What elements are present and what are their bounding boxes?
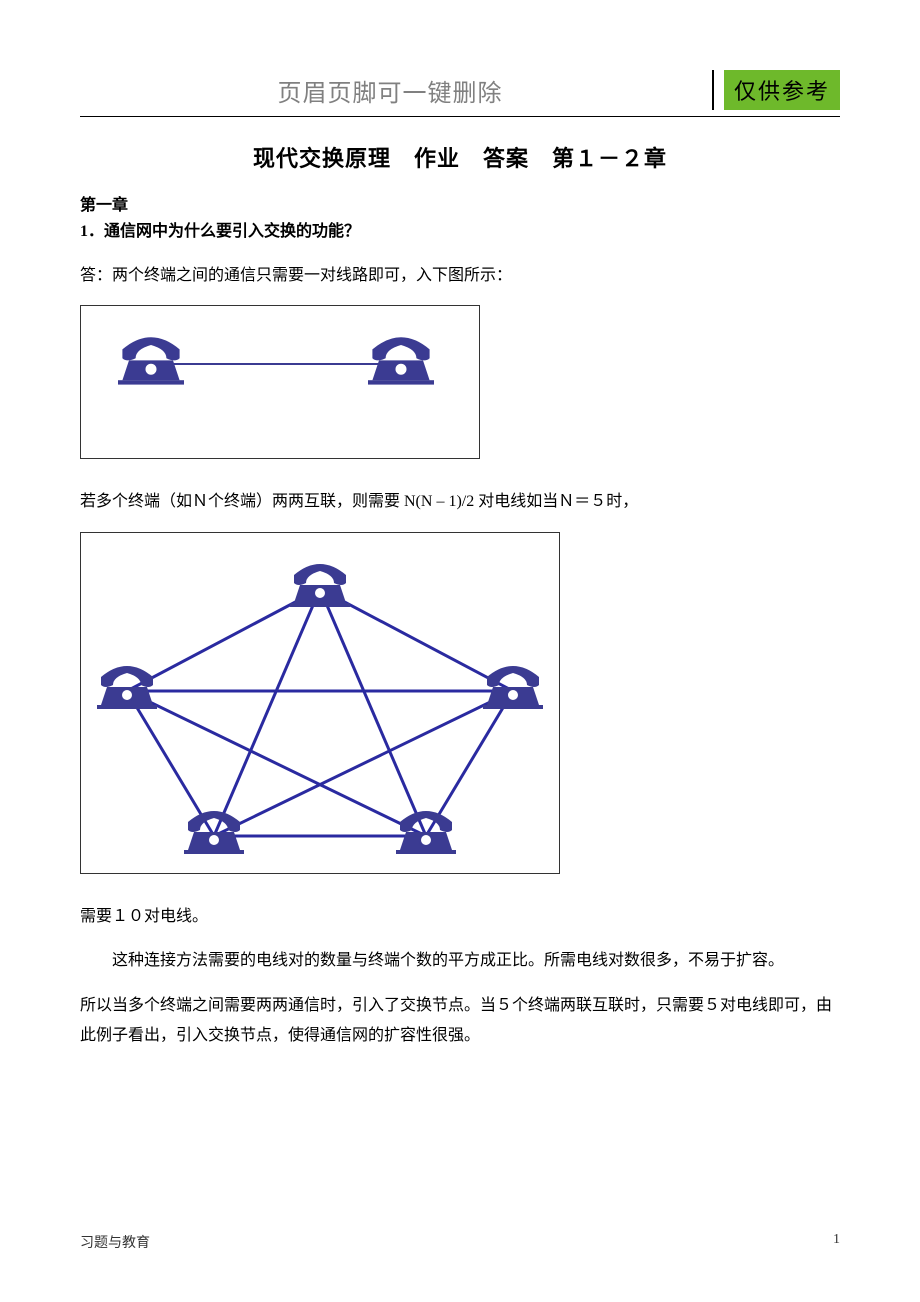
answer-line-4: 这种连接方法需要的电线对的数量与终端个数的平方成正比。所需电线对数很多，不易于扩… — [80, 946, 840, 976]
figure-two-phones — [80, 305, 480, 459]
mesh-edge — [214, 589, 320, 836]
vertical-separator — [712, 70, 714, 110]
chapter-heading: 第一章 — [80, 191, 840, 215]
phone-icon — [118, 338, 184, 385]
footer-page-number: 1 — [833, 1232, 840, 1252]
phone-icon — [97, 666, 157, 709]
mesh-edge — [320, 589, 426, 836]
header-rule — [80, 116, 840, 117]
phone-icon — [184, 811, 244, 854]
reference-only-badge: 仅供参考 — [724, 70, 840, 110]
answer-line-3: 需要１０对电线。 — [80, 902, 840, 932]
header-badge-wrap: 仅供参考 — [712, 70, 840, 110]
header-center-text: 页眉页脚可一键删除 — [80, 73, 700, 108]
phone-icon — [396, 811, 456, 854]
page-header: 页眉页脚可一键删除 仅供参考 — [80, 70, 840, 110]
answer-line-5: 所以当多个终端之间需要两两通信时，引入了交换节点。当５个终端两联互联时，只需要５… — [80, 991, 840, 1052]
page-footer: 习题与教育 1 — [80, 1232, 840, 1252]
document-title: 现代交换原理 作业 答案 第１－２章 — [80, 141, 840, 173]
answer-line-1: 答：两个终端之间的通信只需要一对线路即可，入下图所示： — [80, 261, 840, 291]
footer-left: 习题与教育 — [80, 1232, 150, 1252]
question-1: 1．通信网中为什么要引入交换的功能？ — [80, 217, 840, 241]
figure-mesh-network — [80, 532, 560, 874]
answer-line-2: 若多个终端（如Ｎ个终端）两两互联，则需要 N(N – 1)/2 对电线如当Ｎ＝５… — [80, 487, 840, 517]
phone-icon — [290, 564, 350, 607]
phone-icon — [483, 666, 543, 709]
phone-icon — [368, 338, 434, 385]
